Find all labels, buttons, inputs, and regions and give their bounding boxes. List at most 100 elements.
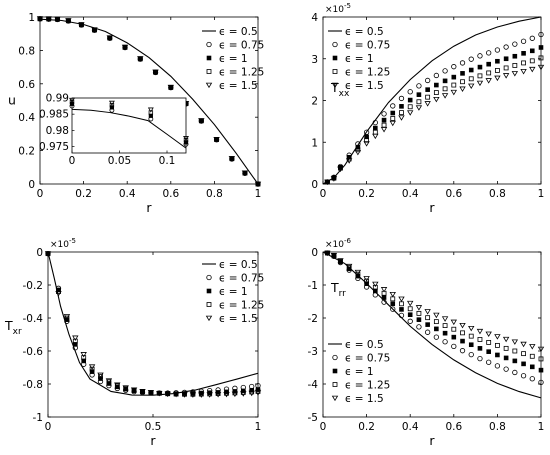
legend-entry: ϵ = 1.25 <box>219 300 264 312</box>
data-point <box>451 326 457 332</box>
data-point <box>486 70 492 76</box>
data-point <box>139 388 146 395</box>
data-point <box>416 99 422 105</box>
data-point <box>81 355 87 361</box>
y-axis-label-subscript: xx <box>339 89 350 99</box>
x-tick-label: 1 <box>255 421 262 433</box>
legend-marker <box>206 302 212 307</box>
legend-marker <box>331 395 339 402</box>
data-point <box>254 390 262 396</box>
data-point <box>416 310 422 316</box>
data-point <box>355 271 361 277</box>
data-point <box>363 141 370 147</box>
data-point <box>147 390 155 396</box>
data-point <box>198 392 205 398</box>
legend-entry: ϵ = 1.5 <box>345 80 384 92</box>
data-point <box>89 369 95 374</box>
data-point <box>364 134 369 140</box>
y-tick-label: 1 <box>28 12 35 24</box>
inset-data-point <box>69 97 75 103</box>
legend-entry: ϵ = 1.5 <box>219 313 258 325</box>
y-tick-label: 0 <box>311 179 318 191</box>
data-point <box>442 68 448 74</box>
data-point <box>477 355 483 362</box>
data-point <box>503 355 509 361</box>
data-point <box>390 103 396 109</box>
data-point <box>502 73 510 79</box>
data-point <box>181 392 188 398</box>
data-point <box>407 306 413 312</box>
inset-data-point <box>108 100 115 106</box>
data-point <box>538 45 544 50</box>
legend-entry: ϵ = 0.5 <box>219 26 258 38</box>
data-point <box>433 312 440 319</box>
data-point <box>407 97 413 103</box>
x-tick-label: 0.2 <box>358 188 375 200</box>
data-point <box>529 48 535 54</box>
inset-data-point <box>183 137 189 143</box>
data-point <box>389 120 396 127</box>
data-point <box>88 364 96 370</box>
data-point <box>241 388 246 394</box>
data-point <box>254 181 262 188</box>
y-tick-label: 2 <box>311 96 318 108</box>
data-point <box>346 265 352 270</box>
data-point <box>486 61 491 67</box>
data-point <box>460 330 465 336</box>
data-point <box>241 170 249 176</box>
data-point <box>468 56 474 62</box>
data-point <box>231 391 239 398</box>
data-point <box>511 71 519 77</box>
data-point <box>495 352 500 358</box>
data-point <box>398 312 405 319</box>
data-point <box>167 84 174 91</box>
data-point <box>64 315 70 321</box>
data-point <box>521 51 526 56</box>
y-axis-label-subscript: rr <box>339 289 347 299</box>
data-point <box>372 284 378 290</box>
data-point <box>477 73 483 79</box>
data-point <box>521 60 526 66</box>
legend-entry: ϵ = 0.5 <box>345 339 384 351</box>
data-point <box>476 328 484 335</box>
data-point <box>97 372 104 379</box>
inset-box <box>71 97 187 154</box>
data-point <box>468 67 474 73</box>
data-point <box>121 44 129 51</box>
data-point <box>399 301 404 307</box>
axes-box <box>322 251 542 418</box>
data-point <box>442 339 448 345</box>
data-point <box>44 251 52 257</box>
legend-entry: ϵ = 1 <box>219 286 248 298</box>
series-ϵ=1.5 <box>324 64 545 186</box>
data-point <box>398 115 405 121</box>
inset-data-point <box>109 102 115 108</box>
y-tick-label: -5 <box>308 412 318 424</box>
inset-data-point <box>148 110 154 115</box>
data-point <box>416 317 422 322</box>
y-tick-label: 4 <box>311 12 318 24</box>
data-point <box>372 281 379 288</box>
data-point <box>330 253 338 259</box>
axis-exponent-power: -6 <box>344 237 352 245</box>
data-point <box>503 44 509 50</box>
data-point <box>81 358 86 364</box>
data-point <box>364 278 370 284</box>
data-point <box>72 335 79 341</box>
data-point <box>477 337 483 342</box>
data-point <box>441 316 449 322</box>
data-point <box>485 78 492 84</box>
series-ϵ=1 <box>325 45 544 185</box>
y-tick-label: 0 <box>36 247 43 259</box>
x-tick-label: 1 <box>538 421 545 433</box>
legend-entry: ϵ = 1.25 <box>345 67 390 79</box>
data-point <box>398 95 405 102</box>
data-point <box>45 16 52 22</box>
data-point <box>407 89 413 95</box>
data-point <box>459 322 466 329</box>
inset-data-point <box>147 107 154 113</box>
x-tick-label: 0 <box>37 188 44 200</box>
y-tick-label: 0.4 <box>18 112 35 124</box>
data-point <box>416 324 422 330</box>
